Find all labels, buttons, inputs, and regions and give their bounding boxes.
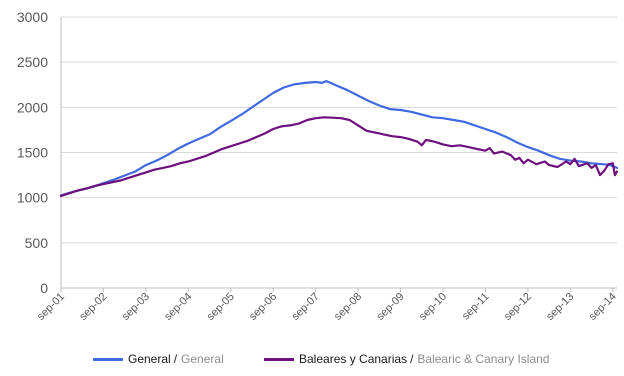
chart-legend: General / General Baleares y Canarias / … — [0, 352, 624, 372]
series-line-baleares-canarias — [59, 116, 619, 197]
x-tick-label: sep-07 — [290, 291, 322, 323]
y-tick-label: 2500 — [17, 54, 48, 70]
x-tick-label: sep-09 — [374, 291, 406, 323]
legend-swatch-baleares-canarias — [264, 357, 294, 361]
y-tick-label: 2000 — [17, 99, 48, 115]
y-axis-tick-labels: 0 500 1000 1500 2000 2500 3000 — [17, 9, 48, 296]
x-tick-label: sep-11 — [460, 291, 492, 323]
legend-label-baleares-canarias: Baleares y Canarias — [299, 352, 408, 366]
y-tick-label: 0 — [40, 280, 48, 296]
x-tick-label: sep-14 — [587, 291, 619, 323]
x-tick-label: sep-05 — [205, 291, 237, 323]
legend-item-general: General / General — [93, 352, 224, 366]
x-tick-label: sep-04 — [162, 291, 194, 323]
legend-separator: / — [410, 352, 414, 366]
y-tick-label: 3000 — [17, 9, 48, 25]
x-tick-label: sep-06 — [247, 291, 279, 323]
x-tick-label: sep-13 — [544, 291, 576, 323]
x-tick-label: sep-10 — [417, 291, 449, 323]
x-tick-label: sep-08 — [332, 291, 364, 323]
x-tick-label: sep-12 — [502, 291, 534, 323]
legend-label-general-en: General — [181, 352, 224, 366]
x-tick-label: sep-02 — [77, 291, 109, 323]
y-tick-label: 1500 — [17, 145, 48, 161]
legend-label-baleares-canarias-en: Balearic & Canary Island — [417, 352, 550, 366]
legend-separator: / — [173, 352, 178, 366]
gridlines — [61, 16, 617, 244]
x-axis-tick-labels: sep-01 sep-02 sep-03 sep-04 sep-05 sep-06 sep-… — [35, 291, 619, 323]
y-tick-label: 1000 — [17, 190, 48, 206]
axes — [60, 17, 617, 292]
y-tick-label: 500 — [25, 235, 49, 251]
series-lines — [59, 80, 619, 197]
legend-swatch-general — [93, 357, 123, 361]
x-tick-label: sep-03 — [120, 291, 152, 323]
legend-label-general: General — [128, 352, 171, 366]
legend-item-baleares-canarias: Baleares y Canarias / Balearic & Canary … — [264, 352, 549, 366]
series-line-general — [59, 80, 619, 197]
